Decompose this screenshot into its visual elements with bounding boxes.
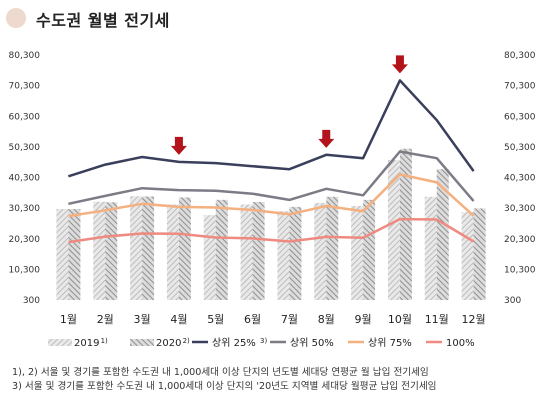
bar-2020-3 [142,196,155,300]
y-tick-left: 20,300 [9,235,41,245]
x-tick-label: 11월 [425,313,449,326]
x-tick-label: 2월 [97,313,114,326]
bar-2020-9 [363,199,376,300]
legend-label-line-1: 상위 25% [212,336,256,349]
bar-2019-7 [277,211,290,300]
legend-label-bar-2: 2020 [156,338,181,349]
y-tick-left: 10,300 [9,265,41,275]
x-tick-label: 12월 [462,313,486,326]
bar-2020-1 [68,209,81,300]
arrow-marker-8 [318,129,335,148]
chart: 300 300 10,300 10,300 20,300 20,300 30,300 30,3… [9,51,536,349]
x-tick-label: 5월 [207,313,224,326]
x-tick-label: 7월 [281,313,298,326]
y-tick-right: 50,300 [504,143,536,153]
bar-2020-8 [326,196,339,300]
bar-2020-4 [178,197,191,300]
line-series-3 [68,173,475,218]
arrow-marker-4 [170,136,187,155]
line-series-1 [68,79,475,178]
bar-2019-10 [387,160,400,300]
legend-sup-line-1: 3) [260,337,267,345]
bar-2019-5 [203,215,216,300]
y-tick-left: 300 [23,296,40,306]
legend-label-bar-1: 2019 [74,338,99,349]
line-series-4 [68,217,475,244]
y-tick-left: 70,300 [9,82,41,92]
bar-2020-12 [473,208,486,300]
x-tick-label: 8월 [318,313,335,326]
y-tick-right: 300 [504,296,521,306]
bar-2019-6 [240,204,253,300]
x-tick-label: 1월 [60,313,77,326]
line-series-2 [68,150,475,206]
legend-label-line-3: 상위 75% [368,336,412,349]
y-tick-right: 40,300 [504,174,536,184]
bar-2019-4 [166,204,179,300]
y-tick-right: 20,300 [504,235,536,245]
bar-2020-5 [215,199,228,300]
bar-2020-6 [252,202,265,300]
legend-swatch-bar-2 [130,339,154,346]
legend-swatch-bar-1 [48,339,72,346]
footnote-2: 3) 서울 및 경기를 포함한 수도권 내 1,000세대 이상 단지의 '20… [12,381,437,392]
page-title: 수도권 월별 전기세 [36,11,170,30]
bar-2019-3 [130,196,143,300]
bar-2020-11 [436,169,449,300]
y-tick-right: 70,300 [504,82,536,92]
bar-2019-11 [424,196,437,300]
x-tick-label: 10월 [388,313,412,326]
bar-2020-10 [399,148,412,300]
y-tick-left: 80,300 [9,51,41,61]
title-dot [6,8,26,28]
legend-sup-bar-2: 2) [183,337,190,345]
bar-2019-2 [93,201,106,300]
y-tick-left: 40,300 [9,174,41,184]
bar-2019-1 [56,209,69,300]
bar-2020-7 [289,206,302,300]
x-tick-label: 9월 [355,313,372,326]
legend-label-line-2: 상위 50% [290,336,334,349]
bar-2019-12 [461,212,474,300]
legend-label-line-4: 100% [446,338,475,349]
footnotes: 1), 2) 서울 및 경기를 포함한 수도권 내 1,000세대 이상 단지의… [12,366,436,394]
y-tick-left: 60,300 [9,112,41,122]
bar-2019-8 [314,202,327,300]
bar-2019-9 [351,205,364,300]
y-tick-right: 80,300 [504,51,536,61]
footnote-1: 1), 2) 서울 및 경기를 포함한 수도권 내 1,000세대 이상 단지의… [12,367,429,378]
legend-sup-bar-1: 1) [101,337,108,345]
x-tick-label: 4월 [170,313,187,326]
y-tick-right: 30,300 [504,204,536,214]
y-tick-left: 50,300 [9,143,41,153]
y-tick-right: 60,300 [504,112,536,122]
y-tick-right: 10,300 [504,265,536,275]
x-tick-label: 3월 [134,313,151,326]
bar-2020-2 [105,202,118,300]
arrow-marker-10 [391,55,408,74]
y-tick-left: 30,300 [9,204,41,214]
x-tick-label: 6월 [244,313,261,326]
